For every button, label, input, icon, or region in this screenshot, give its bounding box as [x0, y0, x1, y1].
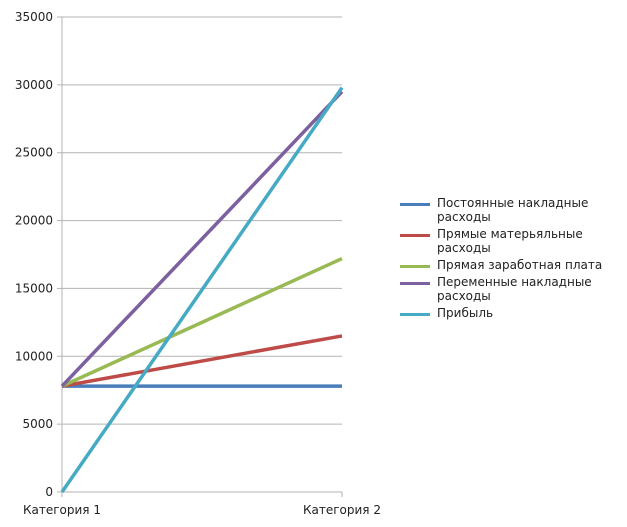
- series-line: [60, 86, 344, 493]
- series-line: [61, 256, 343, 388]
- y-tick-label: 25000: [15, 146, 53, 160]
- series-line: [60, 90, 344, 388]
- x-tick-label: Категория 2: [303, 503, 381, 517]
- legend-label: Прибыль: [437, 306, 494, 320]
- y-tick-label: 5000: [22, 417, 53, 431]
- legend: Постоянные накладные расходы Прямые матер…: [400, 196, 622, 323]
- legend-swatch: [400, 282, 430, 285]
- y-tick-label: 35000: [15, 10, 53, 24]
- x-tick-label: Категория 1: [23, 503, 101, 517]
- y-tick-label: 15000: [15, 281, 53, 295]
- legend-item: Переменные накладные расходы: [400, 275, 622, 303]
- y-tick-label: 0: [45, 485, 53, 499]
- legend-swatch: [400, 265, 430, 268]
- legend-item: Прямая заработная плата: [400, 258, 622, 272]
- legend-swatch: [400, 203, 430, 206]
- legend-item: Прибыль: [400, 306, 622, 320]
- legend-item: Постоянные накладные расходы: [400, 196, 622, 224]
- legend-swatch: [400, 234, 430, 237]
- y-tick-label: 30000: [15, 78, 53, 92]
- legend-item: Прямые матерьяльные расходы: [400, 227, 622, 255]
- legend-label: Постоянные накладные расходы: [437, 196, 589, 224]
- y-tick-label: 10000: [15, 349, 53, 363]
- legend-swatch: [400, 313, 430, 316]
- legend-label: Прямая заработная плата: [437, 258, 603, 272]
- legend-label: Прямые матерьяльные расходы: [437, 227, 583, 255]
- y-tick-label: 20000: [15, 214, 53, 228]
- series-line: [61, 334, 343, 388]
- legend-label: Переменные накладные расходы: [437, 275, 592, 303]
